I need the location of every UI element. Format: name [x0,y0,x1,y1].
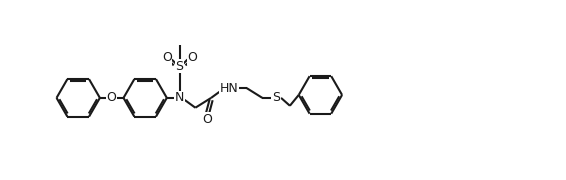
Text: O: O [107,91,117,104]
Text: S: S [272,91,280,104]
Text: O: O [187,51,198,64]
Text: O: O [162,51,171,64]
Text: O: O [202,113,212,126]
Text: HN: HN [220,82,238,94]
Text: N: N [175,91,185,104]
Text: S: S [175,60,183,73]
